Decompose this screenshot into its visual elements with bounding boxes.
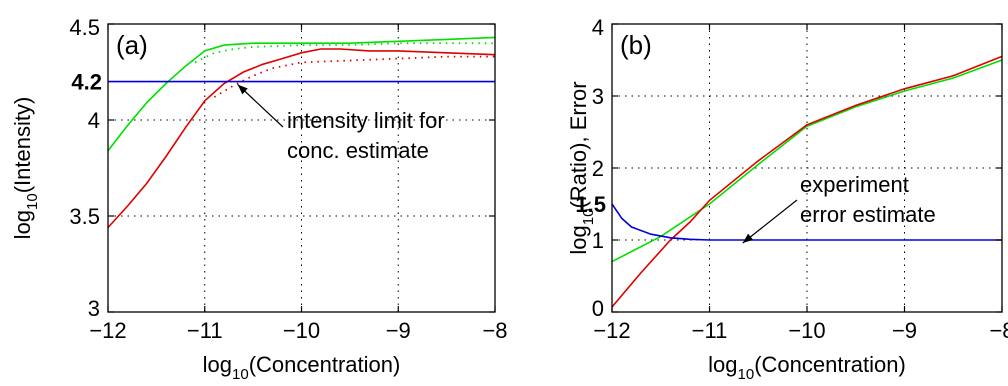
series-line-2	[108, 48, 495, 229]
x-tick-label: −10	[283, 318, 320, 343]
x-tick-label: −9	[386, 318, 411, 343]
annotation-text: experiment	[800, 172, 909, 197]
x-tick-label: −9	[892, 318, 917, 343]
y-axis-label: log10(Intensity)	[10, 97, 41, 240]
x-tick-label: −11	[692, 318, 728, 343]
x-tick-label: −12	[89, 318, 126, 343]
y-axis-label: log10(Ratio), Error	[566, 81, 597, 254]
x-axis-label: log10(Concentration)	[708, 352, 906, 383]
y-tick-label: 1	[592, 228, 604, 253]
y-tick-label: 3	[592, 84, 604, 109]
x-tick-label: −8	[482, 318, 507, 343]
x-tick-label: −11	[187, 318, 223, 343]
panel-label: (b)	[620, 30, 652, 60]
highlight-value-label: 4.2	[71, 70, 102, 95]
annotation-text: error estimate	[800, 202, 936, 227]
y-tick-label: 4	[592, 15, 604, 40]
series-line-0	[108, 36, 495, 152]
y-tick-label: 3	[88, 296, 100, 321]
x-axis-label: log10(Concentration)	[203, 352, 401, 383]
y-tick-label: 4.5	[69, 15, 100, 40]
y-tick-label: 2	[592, 156, 604, 181]
annotation: intensity limit for conc. estimate	[237, 84, 445, 163]
panel-label: (a)	[116, 30, 148, 60]
x-tick-label: −8	[989, 318, 1008, 343]
x-tick-label: −10	[788, 318, 825, 343]
series-line-1	[612, 55, 1002, 308]
chart-panel-b: −12 −11 −10 −9 −8 0 1 2 3 4 1.5 (b) log10(Concentrat…	[566, 15, 1008, 383]
annotation-arrow	[237, 84, 284, 128]
highlight-value-label: 1.5	[575, 192, 606, 217]
annotation: experiment error estimate	[742, 172, 936, 244]
series-line-3	[213, 55, 495, 98]
annotation-arrow	[742, 199, 798, 244]
arrow-head-icon	[237, 84, 248, 95]
annotation-text: conc. estimate	[287, 138, 429, 163]
y-tick-label: 3.5	[69, 204, 100, 229]
chart-panel-a: −12 −11 −10 −9 −8 3 3.5 4 4.5 4.2 (a) log10(Concent…	[10, 15, 508, 383]
series-line-0	[612, 59, 1002, 263]
y-tick-label: 0	[592, 296, 604, 321]
y-tick-label: 4	[88, 108, 100, 133]
series-line-2	[612, 203, 1002, 241]
arrow-head-icon	[742, 233, 754, 243]
x-tick-label: −12	[593, 318, 630, 343]
annotation-text: intensity limit for	[287, 108, 445, 133]
